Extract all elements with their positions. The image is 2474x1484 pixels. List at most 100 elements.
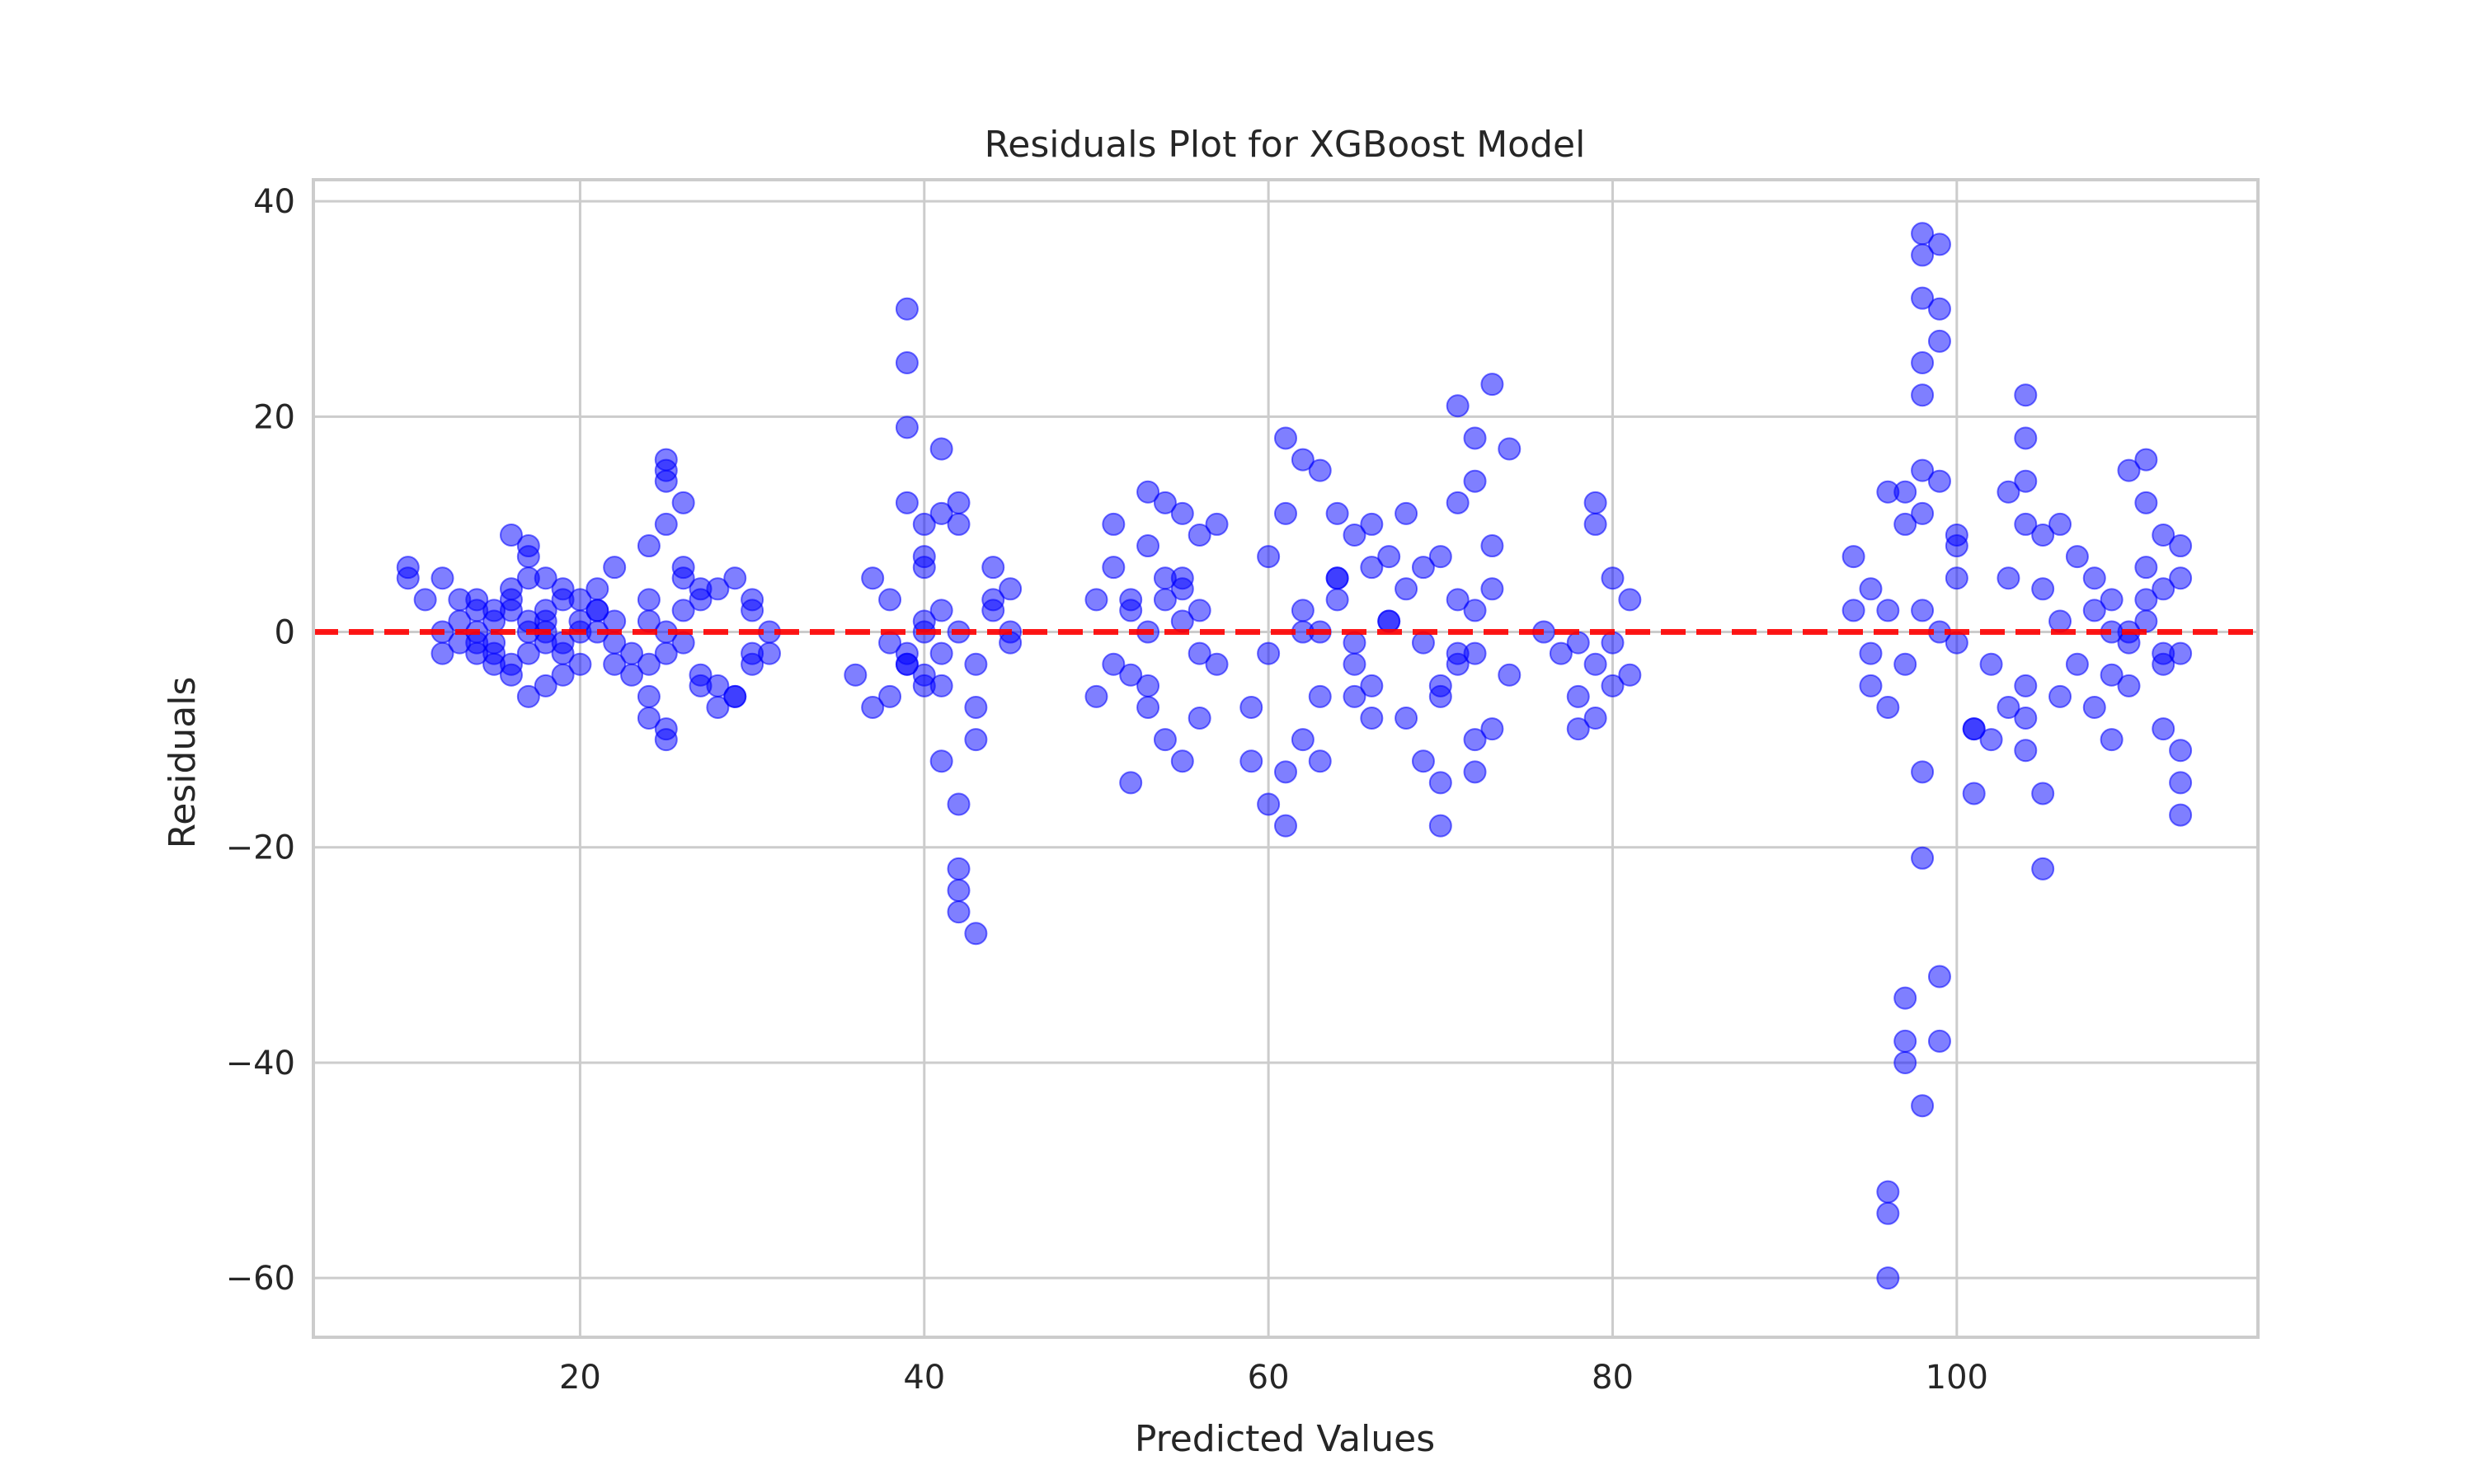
data-point [1480, 373, 1504, 397]
data-point [654, 728, 678, 752]
data-point [1102, 652, 1126, 676]
data-point [929, 437, 953, 461]
data-point [2014, 707, 2038, 730]
data-point [534, 674, 557, 697]
y-tick-label: −60 [226, 1260, 295, 1298]
data-point [929, 501, 953, 525]
data-point [1291, 448, 1315, 472]
data-point [603, 556, 627, 580]
data-point [586, 577, 609, 601]
data-point [1360, 556, 1384, 580]
data-point [499, 577, 523, 601]
data-point [2031, 577, 2055, 601]
data-point [1927, 329, 1951, 353]
data-point [1136, 674, 1160, 697]
data-point [1945, 534, 1968, 558]
data-point [1428, 545, 1452, 569]
y-tick-label: 0 [275, 614, 295, 652]
data-point [2014, 512, 2038, 536]
data-point [620, 641, 644, 665]
data-point [1291, 599, 1315, 622]
data-point [929, 599, 953, 622]
data-point [844, 663, 868, 687]
data-point [1893, 652, 1917, 676]
data-point [1102, 556, 1126, 580]
data-point [1618, 663, 1642, 687]
data-point [603, 631, 627, 655]
data-point [1291, 728, 1315, 752]
data-point [2100, 588, 2124, 612]
data-point [689, 577, 713, 601]
x-tick-label: 100 [1926, 1359, 1988, 1397]
data-point [964, 652, 988, 676]
data-point [1377, 545, 1401, 569]
data-point [637, 684, 661, 708]
data-point [2014, 674, 2038, 697]
data-point [2169, 566, 2193, 590]
data-point [2117, 458, 2141, 482]
data-point [1119, 771, 1143, 795]
data-point [499, 652, 523, 676]
data-point [1411, 556, 1435, 580]
data-point [671, 631, 695, 655]
data-point [1325, 588, 1349, 612]
data-point [1893, 512, 1917, 536]
data-point [1343, 631, 1366, 655]
data-point [1911, 760, 1935, 784]
data-point [1428, 814, 1452, 838]
data-point [1257, 545, 1281, 569]
data-point [1480, 577, 1504, 601]
data-point [1463, 641, 1487, 665]
data-point [1257, 792, 1281, 816]
data-point [1945, 566, 1968, 590]
data-point [637, 534, 661, 558]
plot-frame [312, 178, 2260, 1339]
data-point [637, 588, 661, 612]
data-point [1463, 469, 1487, 493]
data-point [741, 599, 764, 622]
data-point [1893, 480, 1917, 504]
data-point [2014, 383, 2038, 407]
data-point [1480, 534, 1504, 558]
data-point [964, 728, 988, 752]
data-point [1911, 458, 1935, 482]
data-point [1601, 674, 1625, 697]
data-point [2152, 577, 2175, 601]
data-point [2082, 566, 2106, 590]
data-point [895, 491, 919, 514]
data-point [1119, 599, 1143, 622]
data-point [516, 684, 540, 708]
data-point [396, 566, 420, 590]
data-point [1395, 577, 1418, 601]
y-axis-label: Residuals [162, 677, 204, 849]
data-point [2082, 695, 2106, 719]
data-point [654, 641, 678, 665]
data-point [482, 599, 506, 622]
data-point [2152, 523, 2175, 547]
y-tick-label: −40 [226, 1045, 295, 1082]
data-point [947, 512, 971, 536]
data-point [1239, 749, 1263, 773]
data-point [1893, 986, 1917, 1010]
data-point [1876, 599, 1900, 622]
data-point [1153, 728, 1177, 752]
data-point [1583, 707, 1607, 730]
data-point [1480, 717, 1504, 741]
data-point [1428, 674, 1452, 697]
data-point [413, 588, 437, 612]
data-point [1498, 663, 1522, 687]
data-point [2031, 857, 2055, 881]
data-point [2014, 739, 2038, 763]
y-tick-label: −20 [226, 829, 295, 867]
data-point [551, 663, 575, 687]
data-point [2048, 609, 2072, 633]
data-point [878, 631, 902, 655]
data-point [1308, 749, 1332, 773]
data-point [981, 588, 1005, 612]
data-point [2152, 717, 2175, 741]
data-point [1274, 814, 1297, 838]
data-point [1962, 717, 1986, 741]
data-point [1136, 695, 1160, 719]
data-point [1859, 641, 1883, 665]
data-point [1911, 1094, 1935, 1118]
